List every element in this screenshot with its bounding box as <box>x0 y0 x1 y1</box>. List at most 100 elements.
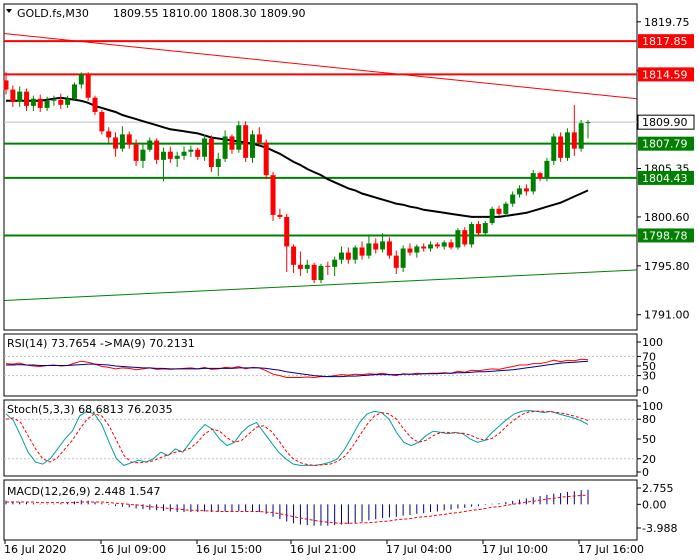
rsi-tick-label: 0 <box>642 384 649 397</box>
stoch-title: Stoch(5,3,3) 68.6813 76.2035 <box>7 403 173 416</box>
candle-body <box>51 99 57 101</box>
candle-body <box>229 136 235 150</box>
candle-body <box>243 125 249 158</box>
candle-body <box>441 242 447 247</box>
candle-body <box>448 242 454 248</box>
candle-body <box>318 265 324 281</box>
macd-signal-line <box>6 494 589 524</box>
macd-tick-label: -3.988 <box>642 522 677 535</box>
candle-body <box>585 122 591 124</box>
candle-body <box>222 136 228 159</box>
candle-body <box>85 74 91 98</box>
level-price-label: 1817.85 <box>642 35 688 48</box>
level-price-label: 1804.43 <box>642 172 688 185</box>
candle-body <box>311 264 317 281</box>
candle-body <box>339 252 345 260</box>
candle-body <box>380 241 386 250</box>
candle-body <box>393 255 399 268</box>
stoch-tick-label: 0 <box>642 466 649 479</box>
candle-body <box>3 80 9 90</box>
candle-body <box>414 246 420 253</box>
candle-body <box>256 134 262 143</box>
rsi-line <box>5 358 589 379</box>
price-tick-label: 1819.75 <box>644 16 690 29</box>
candle-body <box>469 224 475 245</box>
candle-body <box>106 131 112 138</box>
candle-body <box>24 91 30 106</box>
candle-body <box>551 136 557 161</box>
rsi-tick-label: 100 <box>642 336 663 349</box>
time-tick-label: 16 Jul 15:00 <box>196 543 262 556</box>
candle-body <box>530 173 536 192</box>
macd-tick-label: 2.755 <box>642 482 674 495</box>
candle-body <box>208 138 214 167</box>
level-price-label: 1814.59 <box>642 68 688 81</box>
current-price-tag <box>637 114 695 130</box>
candle-body <box>291 246 297 265</box>
candle-body <box>160 151 166 160</box>
candle-body <box>564 132 570 158</box>
candle-body <box>147 140 153 150</box>
symbol-label: GOLD.fs,M30 <box>17 7 89 20</box>
level-price-tag <box>638 67 694 82</box>
stoch-tick-label: 80 <box>642 413 656 426</box>
price-tick-label: 1800.60 <box>644 211 690 224</box>
candle-body <box>195 149 201 157</box>
candle-body <box>558 136 564 158</box>
candle-body <box>236 125 242 150</box>
macd-tick-label: 0.00 <box>642 498 667 511</box>
stoch-tick-label: 100 <box>642 400 663 413</box>
candle-body <box>154 140 160 160</box>
candle-body <box>352 247 358 260</box>
candle-body <box>428 244 434 249</box>
candle-body <box>78 74 84 85</box>
candle-body <box>434 244 440 247</box>
time-tick-label: 17 Jul 10:00 <box>482 543 548 556</box>
candle-body <box>489 208 495 224</box>
level-price-label: 1798.78 <box>642 229 688 242</box>
candle-body <box>400 248 406 268</box>
level-price-tag <box>638 228 694 243</box>
candle-body <box>297 264 303 269</box>
candle-body <box>304 264 310 269</box>
stoch-panel <box>3 399 638 477</box>
lower-trendline <box>3 269 638 301</box>
candle-body <box>332 259 338 267</box>
candle-body <box>373 243 379 250</box>
candle-body <box>181 151 187 156</box>
candle-body <box>517 188 523 195</box>
candle-body <box>482 223 488 234</box>
rsi-tick-label: 50 <box>642 360 656 373</box>
candle-body <box>133 144 139 161</box>
time-tick-label: 17 Jul 04:00 <box>386 543 452 556</box>
candle-body <box>523 188 529 192</box>
candle-body <box>92 97 98 112</box>
candle-body <box>71 84 77 99</box>
rsi-tick-label: 70 <box>642 350 656 363</box>
candle-body <box>496 208 502 214</box>
candle-body <box>270 175 276 215</box>
price-tick-label: 1791.00 <box>644 309 690 322</box>
candle-body <box>510 194 516 204</box>
upper-trendline <box>3 33 638 100</box>
time-tick-label: 16 Jul 2020 <box>4 543 66 556</box>
candle-body <box>17 91 23 102</box>
candle-body <box>99 111 105 132</box>
candle-body <box>37 98 43 108</box>
candle-body <box>366 243 372 256</box>
candle-body <box>126 134 132 145</box>
candle-body <box>345 252 351 260</box>
candle-body <box>571 132 577 149</box>
candle-body <box>386 241 392 256</box>
candle-body <box>455 230 461 248</box>
macd-title: MACD(12,26,9) 2.448 1.547 <box>7 485 161 498</box>
candle-body <box>174 155 180 159</box>
candle-body <box>113 137 119 149</box>
stoch-tick-label: 50 <box>642 433 656 446</box>
level-price-label: 1807.79 <box>642 138 688 151</box>
candle-body <box>537 173 543 179</box>
ohlc-values: 1809.55 1810.00 1808.30 1809.90 <box>113 7 305 20</box>
level-price-tag <box>638 34 694 49</box>
rsi-tick-label: 30 <box>642 370 656 383</box>
